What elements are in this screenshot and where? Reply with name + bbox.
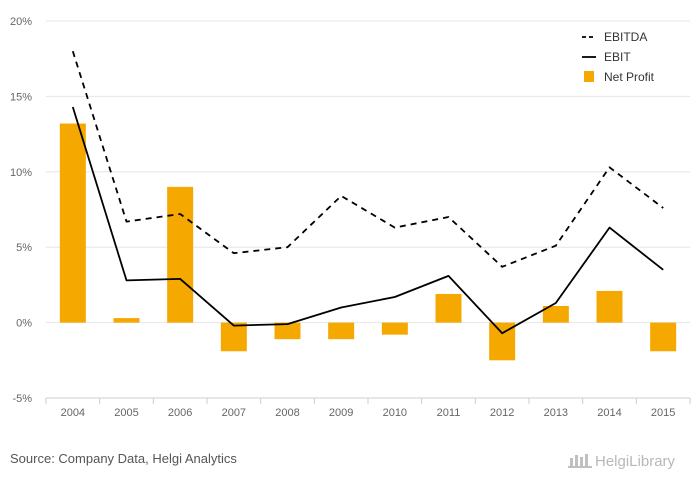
brand-name: HelgiLibrary [595, 453, 676, 470]
bar-net-profit-2015 [650, 322, 677, 352]
y-tick-label: 5% [16, 242, 32, 254]
x-tick-label: 2013 [544, 407, 568, 419]
x-tick-label: 2015 [651, 407, 675, 419]
net-profit-bars [59, 123, 677, 361]
legend-label: EBIT [604, 50, 631, 64]
bar-net-profit-2005 [113, 318, 140, 323]
logo-icon [568, 454, 592, 468]
legend-item-net-profit[interactable]: Net Profit [584, 70, 655, 84]
y-tick-label: 20% [10, 16, 32, 28]
bar-net-profit-2008 [274, 322, 301, 340]
bar-net-profit-2014 [596, 290, 623, 323]
y-tick-label: -5% [12, 393, 32, 405]
y-tick-label: 10% [10, 167, 32, 179]
legend-item-ebit[interactable]: EBIT [582, 50, 631, 64]
bar-net-profit-2006 [167, 186, 194, 323]
series-lines [71, 50, 664, 335]
y-axis: -5% 0% 5% 10% 15% 20% [10, 16, 32, 405]
legend-swatch [584, 71, 594, 82]
x-tick-label: 2009 [329, 407, 353, 419]
x-tick-label: 2011 [437, 407, 461, 419]
x-tick-label: 2008 [275, 407, 299, 419]
bar-net-profit-2007 [220, 322, 247, 352]
bar-net-profit-2011 [435, 293, 462, 323]
legend-label: EBITDA [604, 30, 647, 44]
x-tick-label: 2010 [383, 407, 407, 419]
x-tick-label: 2014 [597, 407, 621, 419]
helgi-library-logo: HelgiLibrary [568, 453, 676, 470]
legend-label: Net Profit [604, 70, 655, 84]
x-tick-label: 2012 [490, 407, 514, 419]
bar-net-profit-2010 [381, 322, 408, 335]
y-tick-label: 15% [10, 91, 32, 103]
bar-net-profit-2013 [542, 306, 569, 323]
x-tick-label: 2007 [222, 407, 246, 419]
legend: EBITDA EBIT Net Profit [582, 30, 655, 84]
y-tick-label: 0% [16, 318, 32, 330]
source-note: Source: Company Data, Helgi Analytics [10, 451, 237, 466]
x-tick-label: 2004 [61, 407, 85, 419]
x-tick-label: 2006 [168, 407, 192, 419]
line-ebit [71, 106, 664, 335]
bar-net-profit-2004 [59, 123, 86, 323]
legend-item-ebitda[interactable]: EBITDA [582, 30, 647, 44]
line-ebitda [71, 50, 664, 268]
x-axis: 2004 2005 2006 2007 2008 2009 2010 2011 2012 2013… [45, 397, 691, 419]
bar-net-profit-2009 [328, 322, 355, 340]
x-tick-label: 2005 [114, 407, 138, 419]
